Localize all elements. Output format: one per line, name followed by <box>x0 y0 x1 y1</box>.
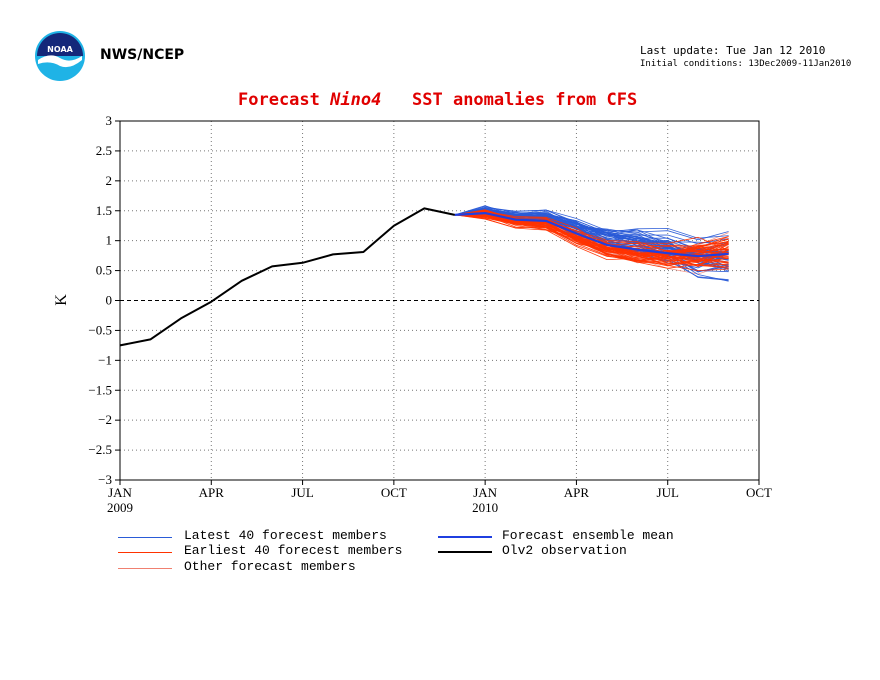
ensemble-member-line <box>454 213 729 261</box>
y-tick-label: 1 <box>106 233 113 248</box>
chart-title-part-1: Forecast <box>238 90 331 110</box>
ensemble-member-line <box>454 209 729 239</box>
y-tick-label: 1.5 <box>96 203 112 218</box>
noaa-logo-top <box>37 33 83 56</box>
legend-label-other: Other forecast members <box>184 559 356 574</box>
legend-swatch-observation <box>438 551 492 553</box>
chart-title-region: Nino4 <box>330 90 382 110</box>
ensemble-member-line <box>454 210 729 263</box>
chart-title: Forecast Nino4 SST anomalies from CFS <box>238 90 637 110</box>
x-tick-label: JAN <box>473 485 497 500</box>
y-tick-label: −1.5 <box>88 382 112 397</box>
x-tick-year-label: 2009 <box>107 500 133 515</box>
axes-layer: 32.521.510.50−0.5−1−1.5−2−2.5−3JAN2009AP… <box>88 113 772 515</box>
chart-title-part-3: SST anomalies from CFS <box>381 90 638 110</box>
x-tick-label: OCT <box>746 485 772 500</box>
x-tick-label: APR <box>199 485 225 500</box>
last-update-text: Last update: Tue Jan 12 2010 <box>640 44 826 57</box>
plot-frame <box>119 120 760 481</box>
x-tick-label: JUL <box>291 485 313 500</box>
legend-label-earliest: Earliest 40 forecest members <box>184 543 403 558</box>
y-tick-label: −2 <box>98 412 112 427</box>
x-tick-year-label: 2010 <box>472 500 498 515</box>
observation-line <box>119 207 455 347</box>
legend-swatch-latest <box>118 537 172 538</box>
x-tick-label: OCT <box>381 485 407 500</box>
y-tick-label: 2.5 <box>96 143 112 158</box>
ensemble-mean-line <box>454 212 729 258</box>
y-tick-label: −0.5 <box>88 322 112 337</box>
initial-conditions-text: Initial conditions: 13Dec2009-11Jan2010 <box>640 59 852 69</box>
noaa-logo-wave <box>38 55 82 68</box>
ensemble-member-line <box>454 207 729 241</box>
legend-swatch-other <box>118 568 172 569</box>
noaa-logo-text: NOAA <box>47 45 73 54</box>
y-tick-label: 0.5 <box>96 263 112 278</box>
grid-layer <box>120 121 759 480</box>
y-tick-label: −1 <box>98 352 112 367</box>
legend-swatch-earliest <box>118 552 172 553</box>
y-tick-label: −2.5 <box>88 442 112 457</box>
agency-label: NWS/NCEP <box>100 47 185 63</box>
x-tick-label: JUL <box>657 485 679 500</box>
ensemble-members-layer <box>454 205 729 282</box>
legend-label-mean: Forecast ensemble mean <box>502 528 674 543</box>
legend-label-observation: Olv2 observation <box>502 543 627 558</box>
observation-layer <box>119 207 455 347</box>
legend-swatch-mean <box>438 536 492 538</box>
ensemble-mean-layer <box>454 212 729 258</box>
x-tick-label: JAN <box>108 485 132 500</box>
y-tick-label: 3 <box>106 113 113 128</box>
y-axis-label: K <box>53 294 70 306</box>
y-tick-label: 0 <box>106 293 113 308</box>
y-tick-label: −3 <box>98 472 112 487</box>
legend-label-latest: Latest 40 forecest members <box>184 528 387 543</box>
y-tick-label: 2 <box>106 173 113 188</box>
x-tick-label: APR <box>564 485 590 500</box>
noaa-logo: NOAA <box>35 31 85 81</box>
